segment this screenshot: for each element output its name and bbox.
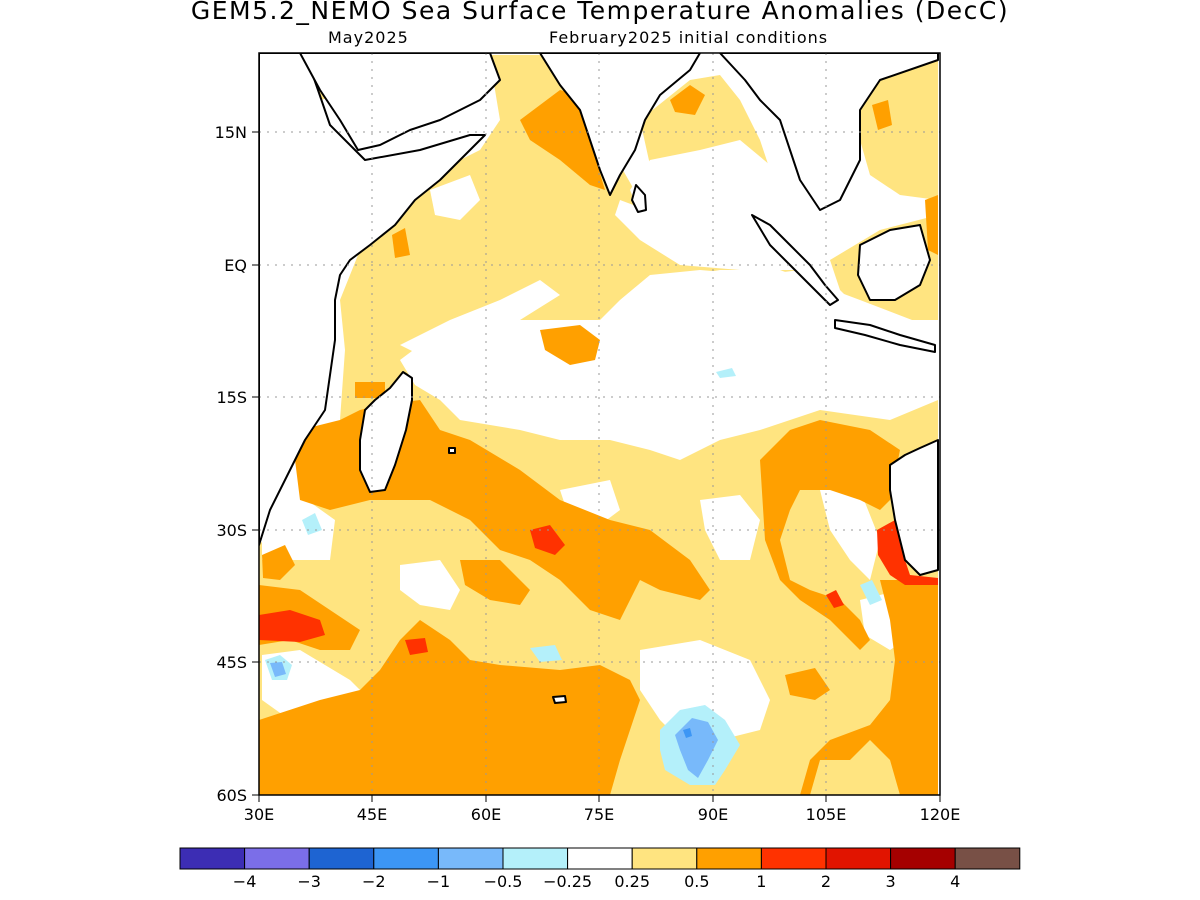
colorbar-box-4: [437, 847, 504, 870]
south-neutral-patch-4: [700, 495, 760, 560]
lon-label-75E: 75E: [584, 805, 614, 824]
colorbar-label-7: 0.5: [684, 872, 709, 891]
colorbar-label-9: 2: [821, 872, 831, 891]
south-mid-cool-area: [530, 645, 562, 662]
south-mid-warm-patch: [460, 560, 530, 605]
anomaly-fill-cool: [265, 368, 882, 785]
kerguelen-island: [552, 695, 567, 704]
colorbar: −4 −3 −2 −1 −0.5 −0.25 0.25 0.5 1 2 3 4: [179, 847, 1021, 891]
lon-label-90E: 90E: [698, 805, 728, 824]
page-title: GEM5.2_NEMO Sea Surface Temperature Anom…: [190, 0, 1010, 25]
colorbar-box-7: [631, 847, 698, 870]
lat-axis: 15N EQ 15S 30S 45S 60S: [215, 123, 259, 805]
colorbar-box-1: [244, 847, 310, 870]
colorbar-label-8: 1: [756, 872, 766, 891]
sumatra-land: [751, 214, 839, 306]
south-west-cool-core: [270, 662, 286, 677]
java-land: [834, 319, 936, 353]
south-china-sea-warm-patch: [872, 100, 892, 130]
lat-label-45S: 45S: [216, 653, 247, 672]
africa-land: [259, 53, 486, 546]
south-east-hot-spot: [826, 590, 844, 608]
sri-lanka-land: [631, 184, 647, 213]
south-west-hot-spot: [259, 610, 325, 642]
timor-warm-patch: [925, 195, 938, 255]
initial-conditions-label: February2025 initial conditions: [549, 28, 829, 47]
south-neutral-patch-1: [400, 560, 460, 610]
colorbar-label-4: −0.5: [484, 872, 523, 891]
australia-land: [889, 439, 939, 576]
colorbar-label-0: −4: [233, 872, 257, 891]
arabian-sea-warm-area: [259, 55, 938, 795]
colorbar-box-11: [890, 847, 956, 870]
somali-warm-patch: [392, 228, 410, 258]
colorbar-box-8: [696, 847, 762, 870]
lon-label-60E: 60E: [471, 805, 501, 824]
western-australia-warm-area: [760, 420, 900, 650]
madagascar-land: [359, 371, 413, 493]
southwest-neutral-patch: [262, 495, 335, 560]
bay-neutral-patch: [630, 140, 775, 250]
south-east-warm-patch: [785, 668, 830, 700]
colorbar-label-10: 3: [886, 872, 896, 891]
colorbar-label-1: −3: [297, 872, 321, 891]
map-plot-area: [259, 53, 940, 795]
central-hot-spot: [530, 525, 565, 555]
south-west-warm-patch: [262, 545, 295, 580]
colorbar-label-2: −2: [362, 872, 386, 891]
colorbar-box-3: [373, 847, 439, 870]
colorbar-box-12: [954, 847, 1021, 870]
arabian-neutral-patch: [430, 175, 480, 220]
colorbar-label-6: 0.25: [614, 872, 650, 891]
south-neutral-patch-3: [640, 640, 770, 740]
madagascar-warm-patch: [355, 382, 385, 398]
lon-label-120E: 120E: [920, 805, 961, 824]
australia-hot-spot: [877, 520, 938, 585]
equatorial-cool-spot: [716, 368, 736, 378]
lat-label-15S: 15S: [216, 388, 247, 407]
colorbar-box-2: [308, 847, 375, 870]
colorbar-box-10: [825, 847, 892, 870]
colorbar-box-6: [567, 847, 633, 870]
equatorial-warm-patch: [540, 325, 600, 365]
south-hot-spot: [405, 638, 428, 655]
south-east-warm-area: [800, 580, 938, 795]
lon-label-45E: 45E: [357, 805, 387, 824]
colorbar-box-5: [502, 847, 569, 870]
bay-warm-patch: [670, 85, 705, 115]
arabia-land: [299, 53, 501, 151]
lat-label-30S: 30S: [216, 521, 247, 540]
anomaly-fill-1: [259, 520, 938, 655]
lat-label-EQ: EQ: [224, 256, 247, 275]
south-cool-center: [683, 728, 692, 738]
lon-label-30E: 30E: [244, 805, 274, 824]
lon-label-105E: 105E: [806, 805, 847, 824]
south-neutral-patch-5: [820, 490, 880, 580]
lat-label-60S: 60S: [216, 786, 247, 805]
borneo-land: [857, 224, 931, 301]
lon-axis: 30E 45E 60E 75E 90E 105E 120E: [244, 795, 961, 824]
lat-label-15N: 15N: [215, 123, 247, 142]
colorbar-box-9: [760, 847, 827, 870]
forecast-month: May2025: [328, 28, 409, 47]
colorbar-label-11: 4: [950, 872, 960, 891]
australia-cool-area: [860, 580, 882, 605]
mauritius-island: [448, 447, 456, 454]
colorbar-label-5: −0.25: [543, 872, 592, 891]
colorbar-label-3: −1: [427, 872, 451, 891]
india-land: [539, 53, 701, 196]
colorbar-box-0: [179, 847, 246, 870]
map-gridlines: [259, 53, 940, 795]
southern-ocean-warm-area: [259, 620, 640, 795]
